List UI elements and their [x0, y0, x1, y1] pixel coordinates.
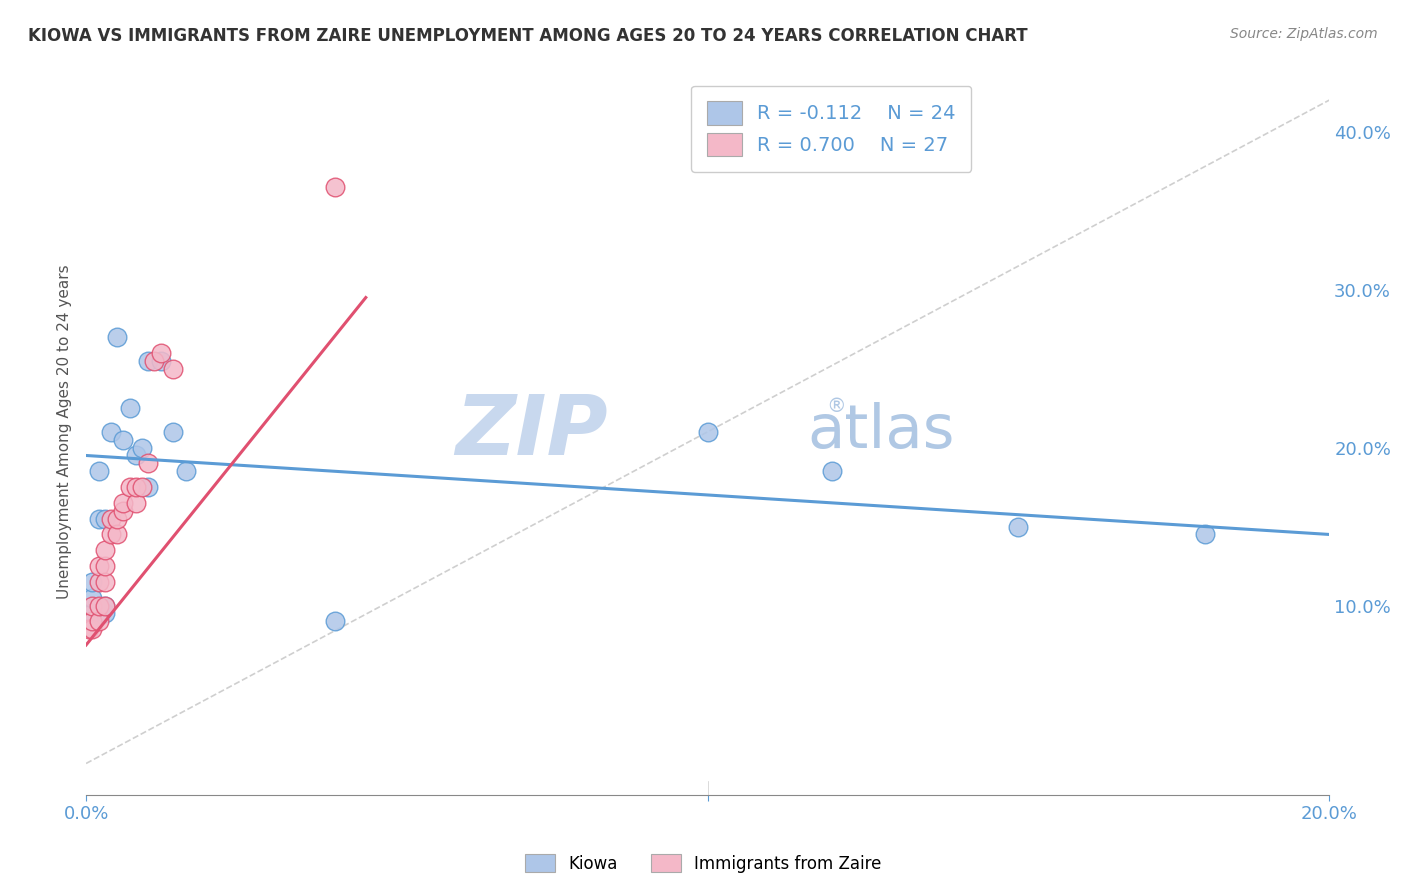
Text: ®: ®: [825, 397, 845, 416]
Point: [118, 480, 141, 494]
Point: [87, 464, 110, 478]
Point: [82, 615, 104, 629]
Point: [112, 433, 135, 447]
Point: [149, 353, 172, 368]
Legend: R = -0.112    N = 24, R = 0.700    N = 27: R = -0.112 N = 24, R = 0.700 N = 27: [692, 86, 972, 172]
Point: [323, 180, 346, 194]
Point: [131, 441, 153, 455]
Point: [136, 456, 159, 470]
Text: KIOWA VS IMMIGRANTS FROM ZAIRE UNEMPLOYMENT AMONG AGES 20 TO 24 YEARS CORRELATIO: KIOWA VS IMMIGRANTS FROM ZAIRE UNEMPLOYM…: [28, 27, 1028, 45]
Legend: Kiowa, Immigrants from Zaire: Kiowa, Immigrants from Zaire: [517, 847, 889, 880]
Point: [125, 496, 148, 510]
Point: [82, 607, 104, 621]
Point: [87, 574, 110, 589]
Point: [105, 330, 128, 344]
Point: [82, 591, 104, 605]
Point: [100, 425, 122, 439]
Point: [105, 527, 128, 541]
Point: [93, 599, 115, 613]
Point: [143, 353, 166, 368]
Point: [93, 607, 115, 621]
Point: [93, 559, 115, 574]
Point: [821, 464, 844, 478]
Point: [112, 496, 135, 510]
Point: [93, 543, 115, 558]
Text: Source: ZipAtlas.com: Source: ZipAtlas.com: [1230, 27, 1378, 41]
Text: atlas: atlas: [807, 402, 955, 461]
Point: [131, 480, 153, 494]
Point: [1007, 519, 1029, 533]
Point: [162, 425, 184, 439]
Point: [82, 622, 104, 636]
Point: [93, 599, 115, 613]
Point: [136, 353, 159, 368]
Point: [93, 574, 115, 589]
Point: [87, 599, 110, 613]
Point: [87, 559, 110, 574]
Point: [100, 527, 122, 541]
Point: [118, 401, 141, 416]
Point: [82, 599, 104, 613]
Point: [87, 615, 110, 629]
Point: [112, 504, 135, 518]
Point: [696, 425, 718, 439]
Point: [93, 511, 115, 525]
Point: [136, 480, 159, 494]
Point: [125, 449, 148, 463]
Point: [77, 622, 100, 636]
Point: [174, 464, 197, 478]
Y-axis label: Unemployment Among Ages 20 to 24 years: Unemployment Among Ages 20 to 24 years: [58, 265, 72, 599]
Point: [125, 480, 148, 494]
Point: [323, 615, 346, 629]
Point: [87, 511, 110, 525]
Text: ZIP: ZIP: [456, 392, 609, 472]
Point: [105, 511, 128, 525]
Point: [100, 511, 122, 525]
Point: [149, 346, 172, 360]
Point: [162, 361, 184, 376]
Point: [1194, 527, 1216, 541]
Point: [82, 574, 104, 589]
